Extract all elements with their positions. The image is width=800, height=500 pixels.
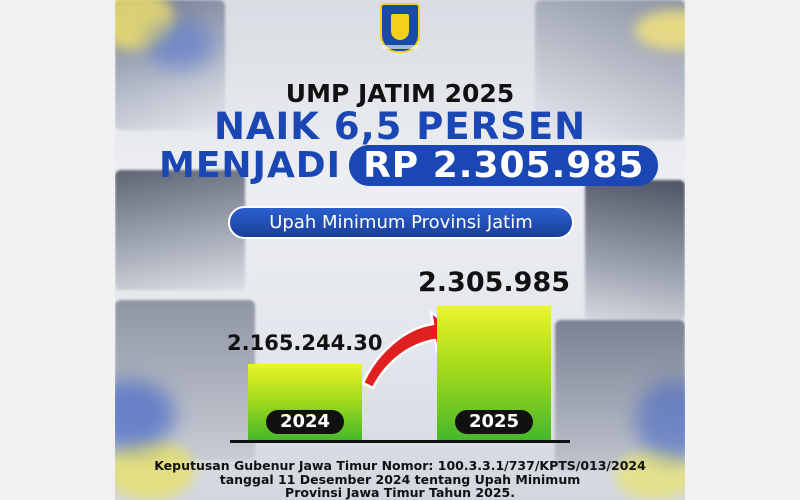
value-label-2025: 2.305.985 xyxy=(418,267,571,298)
headline-ump: UMP JATIM 2025 xyxy=(285,79,515,108)
headline-amount-value: RP 2.305.985 xyxy=(349,145,659,186)
decor-blob xyxy=(115,440,195,500)
value-label-2024: 2.165.244.30 xyxy=(227,331,383,355)
poster: UMP JATIM 2025 NAIK 6,5 PERSEN MENJADI RP… xyxy=(115,0,685,500)
category-label-2024: 2024 xyxy=(266,410,344,434)
background-photo xyxy=(115,170,245,290)
source-note-line: Keputusan Gubenur Jawa Timur Nomor: 100.… xyxy=(154,458,646,473)
decor-blob xyxy=(145,20,215,70)
source-note-line: Provinsi Jawa Timur Tahun 2025. xyxy=(285,485,515,500)
source-note: Keputusan Gubenur Jawa Timur Nomor: 100.… xyxy=(115,459,685,500)
headline-amount-prefix: MENJADI xyxy=(159,145,342,186)
headline-increase: NAIK 6,5 PERSEN xyxy=(213,105,587,148)
headline-amount: MENJADI RP 2.305.985 xyxy=(159,145,659,186)
category-label-2025: 2025 xyxy=(455,410,533,434)
subtitle-pill: Upah Minimum Provinsi Jatim xyxy=(228,206,574,239)
background-photo xyxy=(585,180,685,320)
increase-arrow-icon xyxy=(361,310,459,390)
bar-chart: 2024 2.165.244.30 2025 2.305.985 xyxy=(115,0,685,500)
chart-baseline xyxy=(230,440,570,443)
east-java-emblem-icon xyxy=(380,3,420,53)
source-note-line: tanggal 11 Desember 2024 tentang Upah Mi… xyxy=(219,471,581,487)
